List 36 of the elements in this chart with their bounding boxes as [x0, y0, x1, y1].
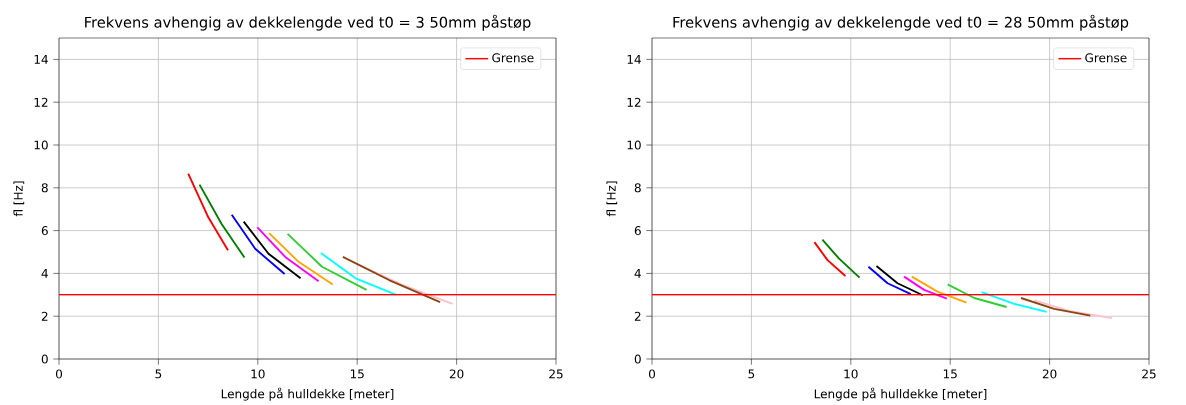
y-tick-label: 14: [627, 54, 641, 64]
x-tick-label: 10: [251, 369, 265, 379]
x-tick-label: 0: [648, 369, 656, 379]
x-tick-label: 25: [1142, 369, 1156, 379]
x-axis-title: Lengde på hulldekke [meter]: [221, 387, 394, 401]
chart-title: Frekvens avhengig av dekkelengde ved t0 = 3 50mm påstøp: [85, 14, 531, 31]
y-tick-label: 4: [634, 268, 641, 278]
x-tick-label: 5: [155, 369, 162, 379]
y-tick-label: 6: [41, 226, 48, 236]
legend-label: Grense: [1085, 53, 1127, 63]
y-tick-label: 14: [34, 54, 48, 64]
x-axis-title: Lengde på hulldekke [meter]: [814, 387, 987, 401]
x-tick-label: 5: [748, 369, 755, 379]
x-tick-label: 20: [449, 369, 464, 379]
chart-title: Frekvens avhengig av dekkelengde ved t0 = 28 50mm påstøp: [673, 14, 1129, 31]
x-tick-label: 20: [1042, 369, 1057, 379]
x-tick-label: 25: [549, 369, 563, 379]
x-tick-label: 15: [943, 369, 957, 379]
y-axis-title: fl [Hz]: [13, 181, 25, 217]
x-tick-label: 10: [844, 369, 858, 379]
x-tick-label: 15: [350, 369, 364, 379]
legend-label: Grense: [492, 53, 534, 63]
y-tick-label: 12: [34, 97, 48, 107]
x-tick-label: 0: [55, 369, 63, 379]
y-tick-label: 8: [41, 183, 48, 193]
y-tick-label: 0: [41, 354, 48, 364]
y-tick-label: 10: [34, 140, 48, 150]
y-tick-label: 2: [41, 311, 48, 321]
y-tick-label: 2: [634, 311, 641, 321]
y-tick-label: 4: [41, 268, 48, 278]
y-tick-label: 8: [634, 183, 641, 193]
y-tick-label: 10: [627, 140, 641, 150]
y-tick-label: 0: [634, 354, 641, 364]
y-tick-label: 6: [634, 226, 641, 236]
y-axis-title: fl [Hz]: [606, 181, 618, 217]
y-tick-label: 12: [627, 97, 641, 107]
